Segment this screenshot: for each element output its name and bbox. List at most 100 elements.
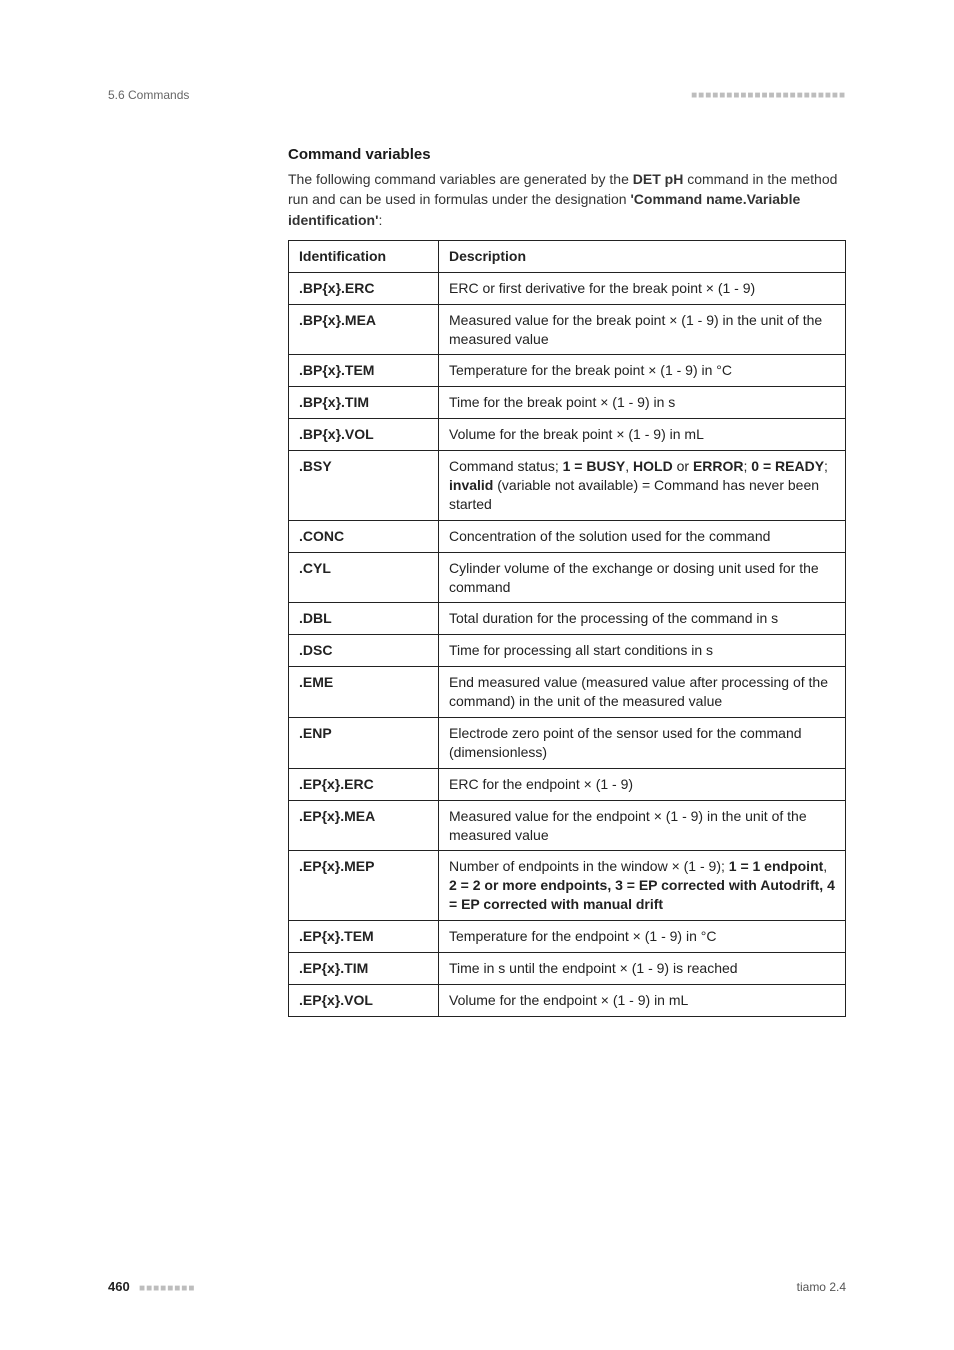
desc-bold-run: 0 = READY [751, 458, 824, 474]
desc-text-run: Time for processing all start conditions… [449, 642, 713, 658]
desc-bold-run: ERROR [693, 458, 744, 474]
table-row: .BP{x}.ERC ERC or first derivative for th… [289, 272, 846, 304]
table-row: .CYL Cylinder volume of the exchange or d… [289, 552, 846, 603]
identification-cell: .BP{x}.TEM [289, 355, 439, 387]
desc-text-run: End measured value (measured value after… [449, 674, 828, 709]
col-identification: Identification [289, 240, 439, 272]
table-row: .EP{x}.TIM Time in s until the endpoint ×… [289, 953, 846, 985]
description-cell: Cylinder volume of the exchange or dosin… [439, 552, 846, 603]
identification-cell: .BSY [289, 451, 439, 521]
identification-cell: .BP{x}.TIM [289, 387, 439, 419]
col-description: Description [439, 240, 846, 272]
desc-text-run: Number of endpoints in the window × (1 -… [449, 858, 729, 874]
table-row: .EME End measured value (measured value a… [289, 667, 846, 718]
footer-ornament: ■■■■■■■■ [139, 1283, 195, 1294]
description-cell: Temperature for the endpoint × (1 - 9) i… [439, 921, 846, 953]
desc-text-run: Time in s until the endpoint × (1 - 9) i… [449, 960, 738, 976]
intro-bold-run: DET pH [633, 171, 684, 187]
identification-cell: .BP{x}.VOL [289, 419, 439, 451]
table-row: .DSC Time for processing all start condit… [289, 635, 846, 667]
identification-cell: .EP{x}.ERC [289, 768, 439, 800]
description-cell: Time for the break point × (1 - 9) in s [439, 387, 846, 419]
identification-cell: .EP{x}.VOL [289, 984, 439, 1016]
table-row: .EP{x}.VOL Volume for the endpoint × (1 -… [289, 984, 846, 1016]
desc-text-run: Temperature for the endpoint × (1 - 9) i… [449, 928, 716, 944]
desc-text-run: Temperature for the break point × (1 - 9… [449, 362, 732, 378]
desc-text-run: Volume for the endpoint × (1 - 9) in mL [449, 992, 688, 1008]
table-row: .BP{x}.VOL Volume for the break point × (… [289, 419, 846, 451]
identification-cell: .DBL [289, 603, 439, 635]
desc-bold-run: 1 = 1 endpoint [729, 858, 824, 874]
description-cell: Total duration for the processing of the… [439, 603, 846, 635]
description-cell: Command status; 1 = BUSY, HOLD or ERROR;… [439, 451, 846, 521]
desc-text-run: (variable not available) = Command has n… [449, 477, 819, 512]
desc-text-run: or [673, 458, 693, 474]
identification-cell: .CYL [289, 552, 439, 603]
description-cell: Number of endpoints in the window × (1 -… [439, 851, 846, 921]
description-cell: ERC for the endpoint × (1 - 9) [439, 768, 846, 800]
intro-text-run: The following command variables are gene… [288, 171, 633, 187]
desc-text-run: , [823, 858, 827, 874]
footer-left: 460 ■■■■■■■■ [108, 1279, 195, 1294]
table-row: .ENP Electrode zero point of the sensor u… [289, 718, 846, 769]
section-heading: Command variables [288, 146, 846, 163]
description-cell: Time in s until the endpoint × (1 - 9) i… [439, 953, 846, 985]
identification-cell: .EP{x}.TEM [289, 921, 439, 953]
description-cell: Volume for the endpoint × (1 - 9) in mL [439, 984, 846, 1016]
page-footer: 460 ■■■■■■■■ tiamo 2.4 [108, 1279, 846, 1294]
table-row: .EP{x}.ERC ERC for the endpoint × (1 - 9) [289, 768, 846, 800]
desc-text-run: Cylinder volume of the exchange or dosin… [449, 560, 819, 595]
table-row: .EP{x}.TEM Temperature for the endpoint ×… [289, 921, 846, 953]
description-cell: Volume for the break point × (1 - 9) in … [439, 419, 846, 451]
running-header: 5.6 Commands ■■■■■■■■■■■■■■■■■■■■■■ [108, 88, 846, 102]
desc-text-run: Time for the break point × (1 - 9) in s [449, 394, 675, 410]
desc-text-run: Measured value for the break point × (1 … [449, 312, 822, 347]
desc-text-run: , [625, 458, 633, 474]
table-row: .BP{x}.TEM Temperature for the break poin… [289, 355, 846, 387]
description-cell: Time for processing all start conditions… [439, 635, 846, 667]
desc-text-run: ERC or first derivative for the break po… [449, 280, 755, 296]
table-row: .BP{x}.TIM Time for the break point × (1 … [289, 387, 846, 419]
desc-bold-run: HOLD [633, 458, 673, 474]
desc-bold-run: 1 = BUSY [563, 458, 626, 474]
desc-text-run: Total duration for the processing of the… [449, 610, 778, 626]
identification-cell: .CONC [289, 520, 439, 552]
description-cell: End measured value (measured value after… [439, 667, 846, 718]
product-name: tiamo 2.4 [797, 1280, 846, 1294]
table-header-row: Identification Description [289, 240, 846, 272]
desc-text-run: ; [824, 458, 828, 474]
identification-cell: .BP{x}.MEA [289, 304, 439, 355]
table-row: .EP{x}.MEA Measured value for the endpoin… [289, 800, 846, 851]
description-cell: Measured value for the break point × (1 … [439, 304, 846, 355]
page-number: 460 [108, 1279, 130, 1294]
desc-bold-run: invalid [449, 477, 493, 493]
desc-text-run: Electrode zero point of the sensor used … [449, 725, 802, 760]
identification-cell: .BP{x}.ERC [289, 272, 439, 304]
table-row: .CONC Concentration of the solution used … [289, 520, 846, 552]
identification-cell: .DSC [289, 635, 439, 667]
description-cell: ERC or first derivative for the break po… [439, 272, 846, 304]
table-row: .BSYCommand status; 1 = BUSY, HOLD or ER… [289, 451, 846, 521]
description-cell: Temperature for the break point × (1 - 9… [439, 355, 846, 387]
desc-text-run: Concentration of the solution used for t… [449, 528, 770, 544]
desc-text-run: Volume for the break point × (1 - 9) in … [449, 426, 704, 442]
section-ref: 5.6 Commands [108, 88, 189, 102]
description-cell: Electrode zero point of the sensor used … [439, 718, 846, 769]
desc-text-run: Command status; [449, 458, 563, 474]
description-cell: Concentration of the solution used for t… [439, 520, 846, 552]
identification-cell: .EP{x}.TIM [289, 953, 439, 985]
desc-text-run: ERC for the endpoint × (1 - 9) [449, 776, 633, 792]
command-variables-table: Identification Description .BP{x}.ERC ERC… [288, 240, 846, 1017]
identification-cell: .ENP [289, 718, 439, 769]
identification-cell: .EME [289, 667, 439, 718]
header-ornament: ■■■■■■■■■■■■■■■■■■■■■■ [691, 90, 846, 101]
table-row: .EP{x}.MEPNumber of endpoints in the win… [289, 851, 846, 921]
table-row: .DBL Total duration for the processing of… [289, 603, 846, 635]
intro-text-run: : [378, 212, 382, 228]
desc-text-run: Measured value for the endpoint × (1 - 9… [449, 808, 807, 843]
intro-paragraph: The following command variables are gene… [288, 169, 846, 230]
description-cell: Measured value for the endpoint × (1 - 9… [439, 800, 846, 851]
identification-cell: .EP{x}.MEA [289, 800, 439, 851]
table-row: .BP{x}.MEA Measured value for the break p… [289, 304, 846, 355]
desc-bold-run: 2 = 2 or more endpoints, 3 = EP correcte… [449, 877, 835, 912]
